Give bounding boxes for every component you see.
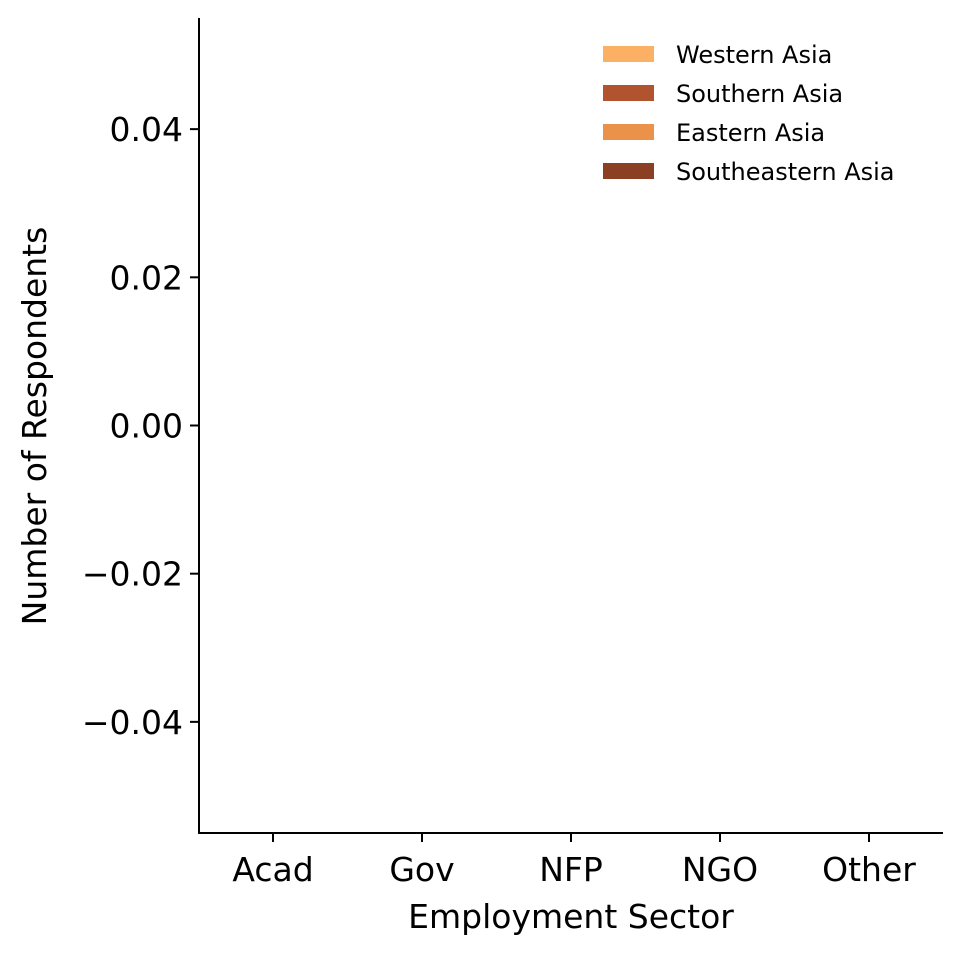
x-axis-title: Employment Sector — [408, 897, 734, 936]
legend-label: Southeastern Asia — [676, 158, 894, 186]
y-tick-label: −0.04 — [82, 703, 183, 742]
legend-swatch — [603, 124, 654, 140]
y-ticks: 0.04 0.02 0.00 −0.02 −0.04 — [82, 110, 199, 742]
y-tick-label: −0.02 — [82, 555, 183, 594]
legend-label: Western Asia — [676, 41, 832, 69]
legend-label: Eastern Asia — [676, 119, 825, 147]
x-tick-label: NGO — [682, 850, 758, 889]
x-tick-label: NFP — [539, 850, 603, 889]
y-tick-label: 0.00 — [110, 407, 183, 446]
y-tick-label: 0.04 — [110, 110, 183, 149]
y-axis-title: Number of Respondents — [15, 227, 54, 626]
legend-swatch — [603, 163, 654, 179]
x-ticks: Acad Gov NFP NGO Other — [232, 833, 916, 889]
legend-label: Southern Asia — [676, 80, 843, 108]
legend-swatch — [603, 85, 654, 101]
y-tick-label: 0.02 — [110, 258, 183, 297]
x-tick-label: Gov — [389, 850, 454, 889]
legend-swatch — [603, 46, 654, 62]
x-tick-label: Other — [822, 850, 916, 889]
x-tick-label: Acad — [232, 850, 313, 889]
legend: Western Asia Southern Asia Eastern Asia Sou… — [603, 41, 894, 186]
